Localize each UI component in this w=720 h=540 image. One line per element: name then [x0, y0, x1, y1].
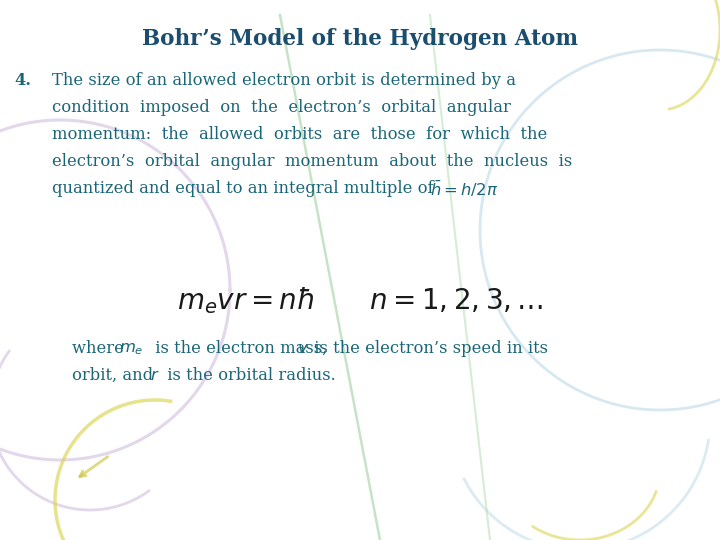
Text: momentum:  the  allowed  orbits  are  those  for  which  the: momentum: the allowed orbits are those f…: [52, 126, 547, 143]
Text: quantized and equal to an integral multiple of: quantized and equal to an integral multi…: [52, 180, 433, 197]
Text: 4.: 4.: [14, 72, 31, 89]
Text: $r$: $r$: [150, 367, 160, 384]
Text: orbit, and: orbit, and: [72, 367, 158, 384]
Text: $v$: $v$: [297, 340, 309, 357]
Text: condition  imposed  on  the  electron’s  orbital  angular: condition imposed on the electron’s orbi…: [52, 99, 511, 116]
Text: $m_e$: $m_e$: [119, 340, 143, 357]
Text: electron’s  orbital  angular  momentum  about  the  nucleus  is: electron’s orbital angular momentum abou…: [52, 153, 572, 170]
Text: $m_e vr = n\hbar \quad\quad n = 1, 2, 3,\ldots$: $m_e vr = n\hbar \quad\quad n = 1, 2, 3,…: [176, 285, 544, 316]
Text: where: where: [72, 340, 129, 357]
Text: is the electron’s speed in its: is the electron’s speed in its: [309, 340, 548, 357]
Text: Bohr’s Model of the Hydrogen Atom: Bohr’s Model of the Hydrogen Atom: [142, 28, 578, 50]
Text: The size of an allowed electron orbit is determined by a: The size of an allowed electron orbit is…: [52, 72, 516, 89]
Text: $\bar{h} = h/2\pi$: $\bar{h} = h/2\pi$: [430, 180, 498, 200]
Text: is the electron mass,: is the electron mass,: [150, 340, 333, 357]
Text: is the orbital radius.: is the orbital radius.: [162, 367, 336, 384]
